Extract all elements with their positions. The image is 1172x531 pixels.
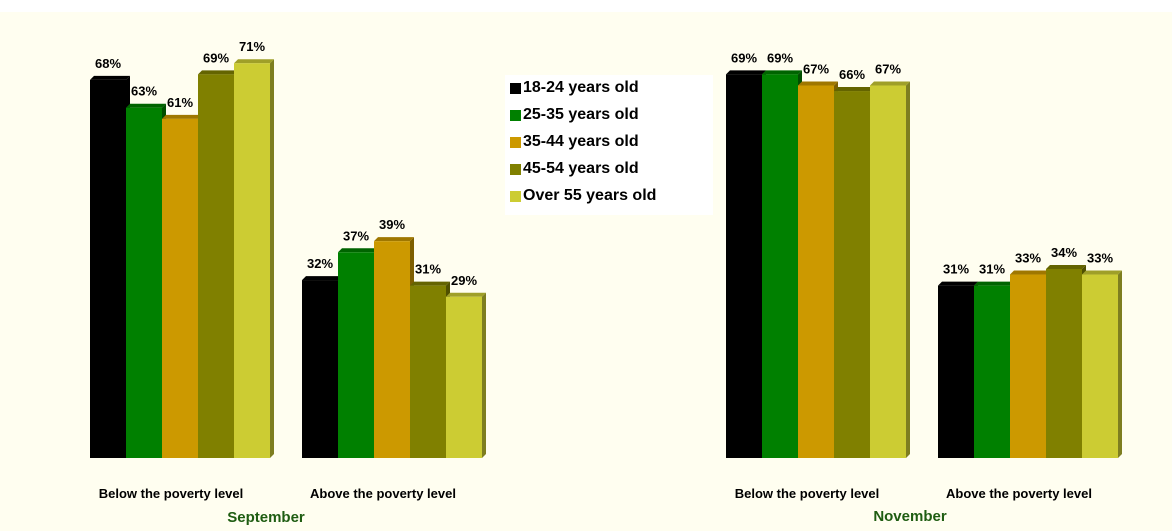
- bar-november-below-poverty-18-24-years-old: [726, 74, 762, 459]
- value-label-september-above-poverty-35-44-years-old: 39%: [379, 217, 405, 232]
- bar-november-above-poverty-over-55-years-old: [1082, 274, 1118, 458]
- bar-side-november-above-poverty-over-55-years-old: [1118, 270, 1122, 458]
- bar-november-below-poverty-over-55-years-old: [870, 85, 906, 458]
- panel-title-september: September: [227, 509, 305, 526]
- bar-november-above-poverty-25-35-years-old: [974, 285, 1010, 458]
- bar-september-above-poverty-45-54-years-old: [410, 285, 446, 458]
- bar-top-september-above-poverty-35-44-years-old: [374, 237, 414, 242]
- bar-top-september-above-poverty-over-55-years-old: [446, 292, 486, 297]
- bar-top-september-below-poverty-18-24-years-old: [90, 75, 130, 80]
- bar-top-november-below-poverty-25-35-years-old: [762, 70, 802, 75]
- value-label-november-above-poverty-18-24-years-old: 31%: [943, 262, 969, 277]
- bar-top-september-above-poverty-25-35-years-old: [338, 248, 378, 253]
- value-label-november-below-poverty-25-35-years-old: 69%: [767, 50, 793, 65]
- value-label-september-below-poverty-over-55-years-old: 71%: [239, 39, 265, 54]
- bar-september-above-poverty-over-55-years-old: [446, 296, 482, 458]
- legend-label-25-35: 25-35 years old: [523, 106, 639, 123]
- category-label-above-poverty-november: Above the poverty level: [946, 486, 1092, 501]
- bar-november-above-poverty-45-54-years-old: [1046, 268, 1082, 458]
- bar-top-september-above-poverty-18-24-years-old: [302, 276, 342, 281]
- value-label-september-above-poverty-25-35-years-old: 37%: [343, 228, 369, 243]
- value-label-september-above-poverty-over-55-years-old: 29%: [451, 273, 477, 288]
- bar-september-below-poverty-25-35-years-old: [126, 107, 162, 458]
- legend-label-45-54: 45-54 years old: [523, 160, 639, 177]
- bar-top-september-below-poverty-25-35-years-old: [126, 103, 166, 108]
- legend-swatch-35-44: [510, 136, 521, 148]
- panel-title-november: November: [873, 508, 947, 525]
- bar-november-above-poverty-35-44-years-old: [1010, 274, 1046, 458]
- bar-november-below-poverty-25-35-years-old: [762, 74, 798, 459]
- bar-top-november-above-poverty-25-35-years-old: [974, 281, 1014, 286]
- category-label-below-poverty-november: Below the poverty level: [735, 486, 880, 501]
- legend-item-18-24: 18-24 years old: [510, 78, 639, 98]
- legend-item-35-44: 35-44 years old: [510, 132, 639, 152]
- top-band: [0, 0, 1172, 12]
- panel-november-bars: [726, 70, 1122, 459]
- bar-september-below-poverty-45-54-years-old: [198, 74, 234, 459]
- legend-item-45-54: 45-54 years old: [510, 159, 639, 179]
- value-label-november-below-poverty-35-44-years-old: 67%: [803, 61, 829, 76]
- legend-item-over-55: Over 55 years old: [510, 186, 656, 206]
- value-label-september-below-poverty-25-35-years-old: 63%: [131, 84, 157, 99]
- value-label-november-above-poverty-45-54-years-old: 34%: [1051, 245, 1077, 260]
- value-label-september-above-poverty-45-54-years-old: 31%: [415, 262, 441, 277]
- category-label-below-poverty-september: Below the poverty level: [99, 486, 244, 501]
- bar-september-below-poverty-18-24-years-old: [90, 79, 126, 459]
- legend: 18-24 years old 25-35 years old 35-44 ye…: [505, 75, 713, 215]
- value-label-november-above-poverty-35-44-years-old: 33%: [1015, 251, 1041, 266]
- bar-top-november-above-poverty-35-44-years-old: [1010, 270, 1050, 275]
- bar-top-november-below-poverty-over-55-years-old: [870, 81, 910, 86]
- bar-side-september-below-poverty-over-55-years-old: [270, 59, 274, 459]
- legend-swatch-over-55: [510, 190, 521, 202]
- bar-top-september-above-poverty-45-54-years-old: [410, 281, 450, 286]
- bar-side-september-above-poverty-over-55-years-old: [482, 292, 486, 458]
- bar-side-november-below-poverty-over-55-years-old: [906, 81, 910, 458]
- value-label-november-below-poverty-over-55-years-old: 67%: [875, 61, 901, 76]
- bar-top-november-below-poverty-35-44-years-old: [798, 81, 838, 86]
- bar-september-below-poverty-35-44-years-old: [162, 118, 198, 458]
- bar-september-above-poverty-35-44-years-old: [374, 241, 410, 458]
- bar-november-below-poverty-35-44-years-old: [798, 85, 834, 458]
- panel-november: 69% 69% 67% 66% 67% 31% 31% 33% 34% 33% Below the…: [726, 50, 1122, 525]
- legend-swatch-18-24: [510, 82, 521, 94]
- value-label-september-below-poverty-45-54-years-old: 69%: [203, 50, 229, 65]
- bar-november-above-poverty-18-24-years-old: [938, 285, 974, 458]
- bar-top-november-below-poverty-45-54-years-old: [834, 87, 874, 92]
- value-label-november-below-poverty-45-54-years-old: 66%: [839, 67, 865, 82]
- category-label-above-poverty-september: Above the poverty level: [310, 486, 456, 501]
- legend-label-35-44: 35-44 years old: [523, 133, 639, 150]
- bar-top-september-below-poverty-35-44-years-old: [162, 114, 202, 119]
- bar-top-november-above-poverty-45-54-years-old: [1046, 264, 1086, 269]
- legend-swatch-25-35: [510, 109, 521, 121]
- bar-top-november-below-poverty-18-24-years-old: [726, 70, 766, 75]
- panel-september-value-labels: 68% 63% 61% 69% 71% 32% 37% 39% 31% 29%: [95, 39, 477, 288]
- value-label-september-below-poverty-35-44-years-old: 61%: [167, 95, 193, 110]
- legend-swatch-45-54: [510, 163, 521, 175]
- value-label-november-above-poverty-25-35-years-old: 31%: [979, 262, 1005, 277]
- bar-september-below-poverty-over-55-years-old: [234, 63, 270, 459]
- bar-top-september-below-poverty-over-55-years-old: [234, 59, 274, 64]
- bar-september-above-poverty-25-35-years-old: [338, 252, 374, 458]
- legend-label-18-24: 18-24 years old: [523, 79, 639, 96]
- panel-september: 68% 63% 61% 69% 71% 32% 37% 39% 31% 29% Below the…: [90, 39, 486, 526]
- value-label-november-above-poverty-over-55-years-old: 33%: [1087, 251, 1113, 266]
- value-label-september-above-poverty-18-24-years-old: 32%: [307, 256, 333, 271]
- legend-label-over-55: Over 55 years old: [523, 187, 657, 204]
- bar-top-september-below-poverty-45-54-years-old: [198, 70, 238, 75]
- legend-item-25-35: 25-35 years old: [510, 105, 639, 125]
- bar-top-november-above-poverty-18-24-years-old: [938, 281, 978, 286]
- bar-september-above-poverty-18-24-years-old: [302, 280, 338, 458]
- bar-november-below-poverty-45-54-years-old: [834, 91, 870, 458]
- panel-september-bars: [90, 59, 486, 459]
- value-label-november-below-poverty-18-24-years-old: 69%: [731, 50, 757, 65]
- bar-top-november-above-poverty-over-55-years-old: [1082, 270, 1122, 275]
- panel-november-value-labels: 69% 69% 67% 66% 67% 31% 31% 33% 34% 33%: [731, 50, 1113, 276]
- value-label-september-below-poverty-18-24-years-old: 68%: [95, 56, 121, 71]
